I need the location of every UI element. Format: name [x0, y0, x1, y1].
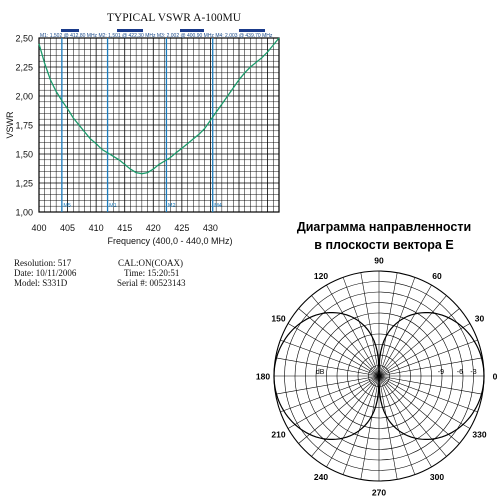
polar-spoke	[378, 375, 471, 429]
polar-spoke	[360, 375, 380, 480]
polar-spoke	[342, 277, 380, 377]
polar-spoke	[378, 375, 447, 457]
marker-status-bar	[61, 29, 79, 32]
y-tick-label: 1,25	[15, 179, 33, 189]
polar-spoke	[342, 375, 380, 475]
radial-label: -9	[438, 369, 444, 376]
angle-label: 210	[271, 430, 285, 440]
vswr-chart: TYPICAL VSWR A-100MU M1: 1,502 @ 412,80 M…	[5, 12, 280, 246]
angle-label: 60	[432, 271, 442, 281]
polar-spoke	[326, 375, 380, 468]
marker-label: M2	[168, 203, 176, 209]
vswr-title: TYPICAL VSWR A-100MU	[107, 12, 242, 24]
serial-label: Serial #: 00523143	[117, 278, 186, 288]
polar-spoke	[378, 284, 432, 377]
polar-spoke	[280, 339, 380, 377]
angle-label: 300	[430, 472, 444, 482]
angle-label: 30	[475, 314, 485, 324]
radiation-pattern	[273, 312, 485, 440]
x-tick-label: 410	[89, 223, 104, 233]
polar-spoke	[378, 357, 483, 377]
model-label: Model: S331D	[14, 278, 68, 288]
angle-label: 90	[374, 256, 384, 266]
polar-spoke	[311, 375, 380, 457]
y-tick-label: 1,00	[15, 208, 33, 218]
angle-label: 0	[493, 372, 498, 382]
polar-spoke	[378, 295, 447, 377]
marker-label: M1	[109, 203, 117, 209]
polar-spoke	[378, 375, 416, 475]
y-tick-label: 1,50	[15, 150, 33, 160]
y-tick-label: 2,50	[15, 34, 33, 44]
x-axis-label: Frequency (400,0 - 440,0 MHz)	[107, 236, 232, 246]
marker-status-bar	[239, 29, 265, 32]
marker-label: M5	[63, 203, 71, 209]
polar-spoke	[378, 375, 483, 395]
polar-spoke	[311, 295, 380, 377]
polar-spoke	[378, 375, 460, 444]
y-tick-label: 2,00	[15, 92, 33, 102]
marker-readout: M1: 1,502 @ 412,80 MHz M2: 1,501 @ 422,3…	[40, 33, 273, 39]
radial-label: -6	[457, 369, 463, 376]
polar-caption: Диаграмма направленности в плоскости век…	[268, 218, 500, 254]
angle-label: 270	[372, 488, 386, 498]
polar-spoke	[378, 272, 398, 377]
polar-spoke	[287, 323, 380, 377]
angle-label: 330	[472, 430, 486, 440]
angle-label: 180	[256, 372, 270, 382]
polar-spoke	[280, 375, 380, 413]
polar-chart: 0 30 60 90 120 150 180 210 240 270 300 330 -3 -6 -9 dB	[256, 256, 498, 498]
polar-spoke	[378, 308, 460, 377]
polar-spoke	[378, 375, 478, 413]
polar-spoke	[378, 375, 432, 468]
radial-label: dB	[316, 369, 325, 376]
angle-label: 150	[271, 314, 285, 324]
polar-caption-line-2: в плоскости вектора E	[314, 238, 454, 252]
polar-caption-line-1: Диаграмма направленности	[296, 220, 472, 234]
x-tick-label: 415	[117, 223, 132, 233]
angle-label: 120	[314, 271, 328, 281]
polar-spoke	[378, 375, 398, 480]
polar-spoke	[275, 375, 380, 395]
x-tick-label: 400	[31, 223, 46, 233]
polar-spoke	[287, 375, 380, 429]
angle-label: 240	[314, 472, 328, 482]
y-tick-label: 1,75	[15, 121, 33, 131]
marker-status-bar	[180, 29, 204, 32]
y-tick-label: 2,25	[15, 63, 33, 73]
cal-label: CAL:ON(COAX)	[118, 258, 183, 268]
date-label: Date: 10/11/2006	[14, 268, 77, 278]
polar-spoke	[298, 375, 380, 444]
time-label: Time: 15:20:51	[124, 268, 180, 278]
polar-spoke	[378, 277, 416, 377]
polar-spoke	[378, 323, 471, 377]
marker-label: M4	[214, 203, 222, 209]
polar-spoke	[360, 272, 380, 377]
marker-status-bar	[117, 29, 143, 32]
x-tick-label: 430	[203, 223, 218, 233]
polar-spoke	[298, 308, 380, 377]
y-axis-label: VSWR	[5, 111, 15, 139]
vswr-curve	[38, 37, 280, 175]
radial-label: -3	[470, 369, 476, 376]
polar-spoke	[378, 339, 478, 377]
x-tick-label: 425	[174, 223, 189, 233]
x-tick-label: 405	[60, 223, 75, 233]
x-tick-label: 420	[146, 223, 161, 233]
polar-spoke	[326, 284, 380, 377]
resolution-label: Resolution: 517	[14, 258, 72, 268]
polar-spoke	[275, 357, 380, 377]
